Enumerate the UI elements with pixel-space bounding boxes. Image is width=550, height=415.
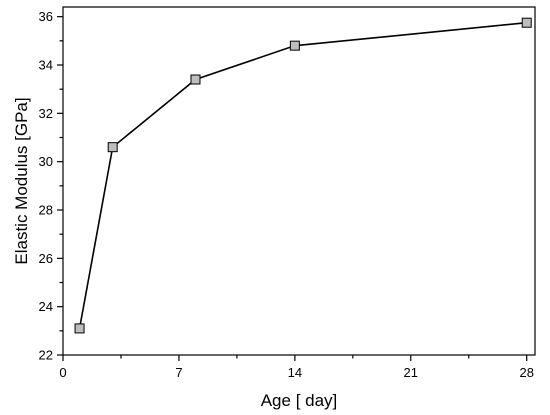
data-point (190, 74, 201, 85)
x-tick-label: 14 (288, 365, 302, 380)
y-tick-label: 22 (39, 348, 53, 363)
y-tick-label: 32 (39, 106, 53, 121)
x-axis-title: Age [ day] (261, 391, 338, 410)
x-tick-label: 0 (59, 365, 66, 380)
y-tick-label: 36 (39, 9, 53, 24)
y-tick-label: 26 (39, 251, 53, 266)
data-point (289, 40, 300, 51)
y-tick-label: 24 (39, 299, 53, 314)
y-tick-label: 34 (39, 58, 53, 73)
data-point (74, 323, 85, 334)
x-tick-label: 7 (175, 365, 182, 380)
x-tick-label: 28 (519, 365, 533, 380)
data-point (521, 17, 532, 28)
series-line (78, 21, 527, 329)
y-tick-label: 28 (39, 203, 53, 218)
tick-labels: 0 7 14 21 28 22 24 26 28 30 32 34 36 (39, 9, 534, 380)
data-points (74, 17, 532, 334)
y-tick-label: 30 (39, 154, 53, 169)
ticks (57, 16, 528, 361)
x-tick-label: 21 (404, 365, 418, 380)
y-axis-title: Elastic Modulus [GPa] (12, 97, 31, 264)
plot-frame (62, 6, 536, 356)
data-point (107, 142, 118, 153)
